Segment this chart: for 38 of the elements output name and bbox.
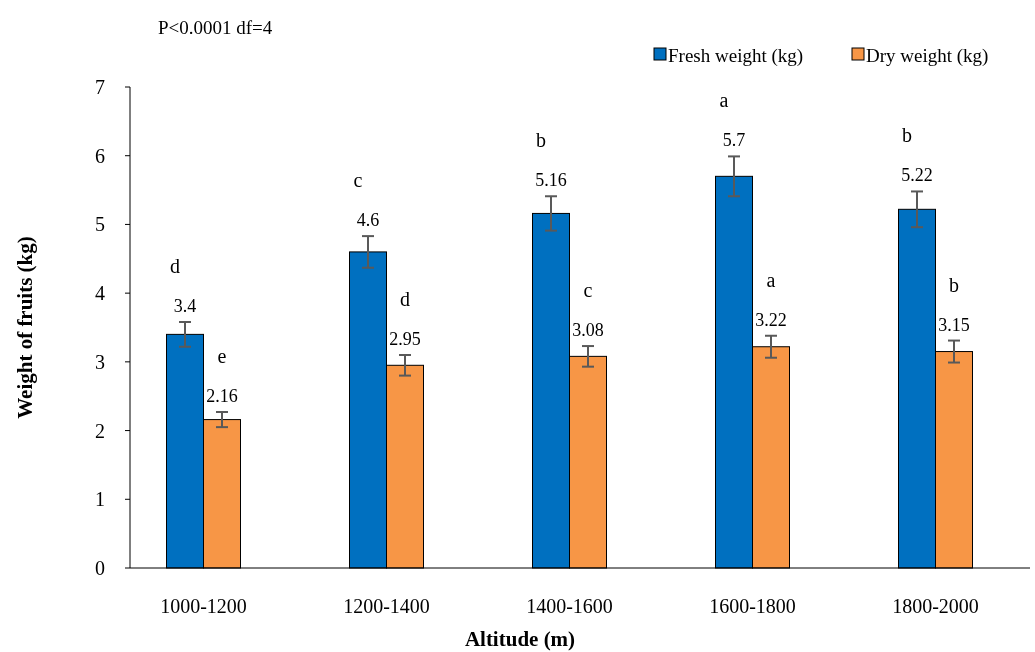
data-label: 3.08 [572, 320, 604, 341]
data-label: 5.7 [722, 130, 746, 151]
y-tick-label: 3 [95, 350, 105, 373]
x-tick-label: 1000-1200 [160, 595, 247, 617]
y-tick-label: 1 [95, 488, 105, 511]
y-tick-label: 2 [95, 419, 105, 442]
data-label: 3.4 [173, 296, 197, 316]
y-tick-label: 7 [95, 76, 105, 98]
y-tick-label: 6 [95, 144, 105, 167]
data-label: 5.22 [901, 165, 933, 186]
text: P<0.0001 df=4 [158, 17, 273, 38]
x-tick-label: 1200-1400 [343, 595, 430, 617]
data-label: 4.6 [356, 210, 380, 231]
y-tick-label: 0 [95, 557, 105, 579]
data-label: 5.16 [535, 170, 567, 191]
x-tick-label: 1400-1600 [526, 595, 613, 617]
annotation: d [170, 255, 180, 277]
data-label: 2.16 [206, 386, 238, 407]
data-label: 3.15 [938, 314, 970, 335]
annotation: b [949, 273, 959, 296]
data-label: 2.95 [389, 328, 421, 349]
x-axis-title: Altitude (m) [464, 627, 576, 651]
y-tick-label: 5 [95, 213, 105, 236]
y-axis-title: Weight of fruits (kg) [13, 236, 37, 419]
annotation: e [217, 345, 227, 368]
annotation: c [583, 279, 593, 302]
annotation: a [719, 89, 729, 112]
annotation: c [353, 169, 363, 192]
legend-label: Fresh weight (kg) [668, 44, 804, 67]
annotation: d [400, 287, 410, 310]
y-tick-label: 4 [95, 282, 105, 305]
data-label: 3.22 [755, 309, 787, 330]
annotation: b [536, 129, 546, 152]
legend-label: Dry weight (kg) [866, 44, 989, 67]
x-tick-label: 1600-1800 [709, 595, 796, 617]
x-tick-label: 1800-2000 [892, 595, 979, 617]
annotation: a [766, 268, 776, 291]
annotation: b [902, 124, 912, 147]
